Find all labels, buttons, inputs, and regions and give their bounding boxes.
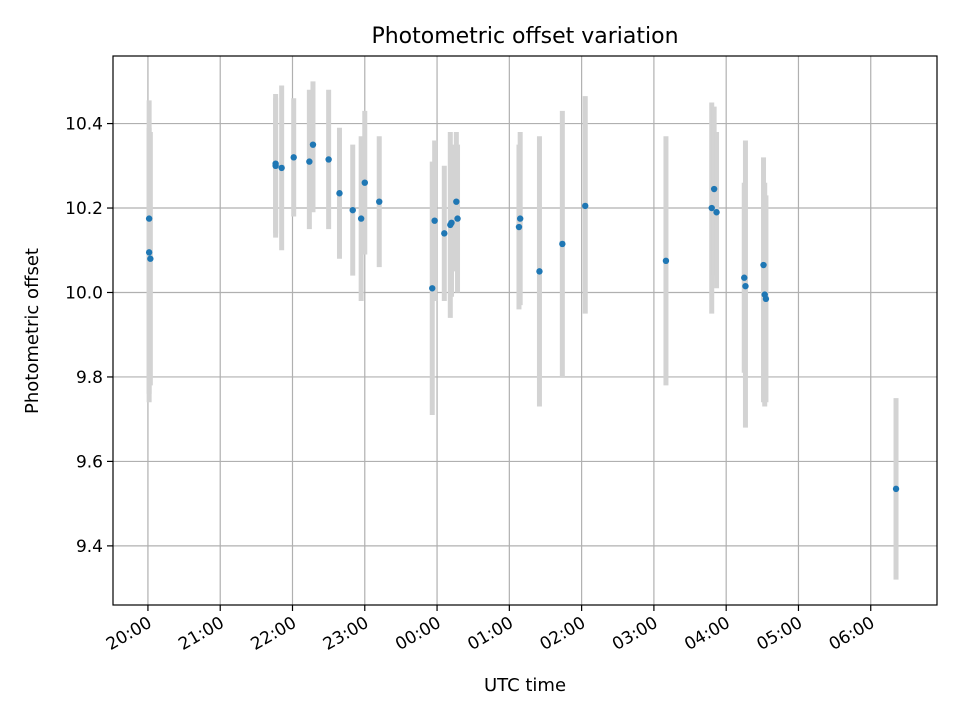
data-point — [306, 158, 313, 165]
data-point — [290, 154, 297, 161]
y-tick-label: 9.6 — [76, 452, 103, 472]
y-tick-label: 10.0 — [65, 283, 103, 303]
y-axis-ticks: 9.4 9.6 9.8 10.0 10.2 10.4 — [65, 115, 113, 557]
data-point — [309, 141, 317, 148]
data-point — [582, 202, 589, 210]
data-point — [429, 285, 436, 292]
x-axis-label: UTC time — [484, 675, 566, 696]
y-axis-label: Photometric offset — [22, 248, 43, 414]
data-point — [516, 215, 524, 222]
data-point — [145, 215, 153, 222]
grid-lines — [113, 56, 937, 605]
data-point — [431, 217, 438, 224]
data-point — [278, 164, 285, 172]
data-point — [336, 190, 343, 197]
data-point — [892, 485, 900, 493]
data-point — [361, 179, 368, 186]
data-point — [708, 204, 715, 212]
y-tick-label: 10.2 — [65, 199, 103, 219]
data-points — [145, 141, 900, 493]
data-point — [662, 257, 670, 265]
data-point — [713, 209, 720, 216]
y-tick-label: 9.4 — [76, 537, 103, 557]
data-point — [145, 249, 153, 256]
data-point — [147, 255, 154, 262]
data-point — [710, 185, 718, 193]
data-point — [357, 215, 365, 222]
y-tick-label: 10.4 — [65, 115, 103, 135]
chart-title: Photometric offset variation — [371, 24, 678, 49]
data-point — [349, 206, 356, 214]
data-point — [742, 282, 749, 290]
data-point — [441, 230, 448, 237]
data-point — [272, 162, 279, 169]
data-point — [453, 198, 460, 205]
data-point — [559, 240, 566, 248]
data-point — [762, 295, 770, 303]
data-point — [536, 268, 543, 275]
plot-frame — [112, 55, 938, 606]
data-point — [741, 274, 748, 281]
data-point — [448, 219, 455, 227]
data-point — [325, 156, 332, 163]
data-point — [376, 198, 383, 205]
data-point — [454, 215, 461, 222]
data-point — [760, 261, 767, 269]
y-tick-label: 9.8 — [76, 368, 103, 388]
data-point — [515, 223, 523, 231]
